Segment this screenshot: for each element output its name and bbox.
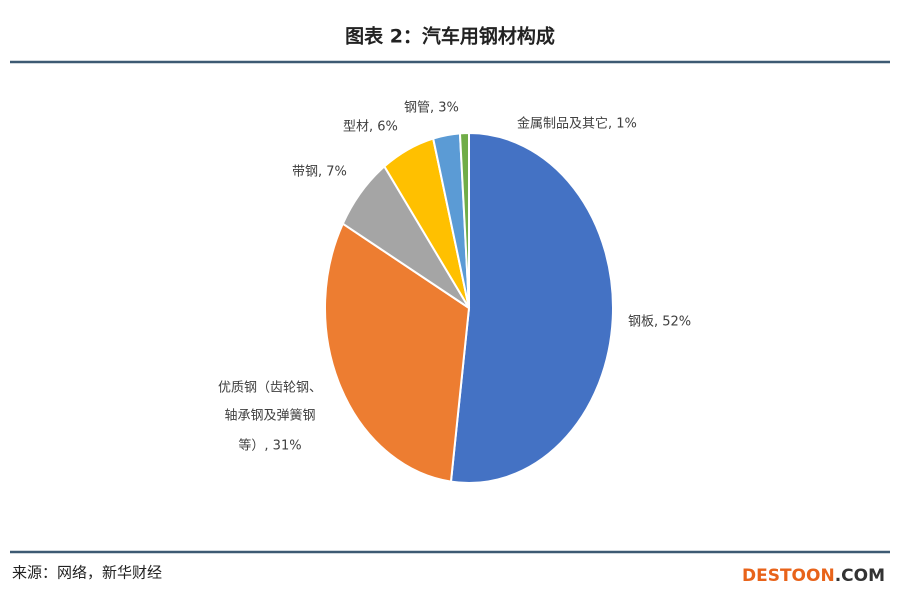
watermark: DESTOON.COM: [742, 566, 885, 586]
slice-label: 轴承钢及弹簧钢: [224, 408, 315, 424]
pie: [324, 131, 615, 484]
watermark-suffix: .COM: [835, 566, 885, 586]
title: 图表 2：汽车用钢材构成: [345, 25, 555, 48]
slice-label: 钢管, 3%: [404, 101, 459, 116]
slice-label: 带钢, 7%: [292, 165, 347, 180]
watermark-brand: DESTOON: [742, 566, 835, 586]
slice-label: 钢板, 52%: [628, 315, 691, 330]
pie-slice: [458, 131, 470, 309]
pie-slice: [324, 222, 471, 483]
source: 来源：网络，新华财经: [12, 564, 162, 582]
slice-label: 金属制品及其它, 1%: [517, 116, 637, 132]
pie-slice: [449, 131, 615, 484]
slice-label: 优质钢（齿轮钢、: [218, 381, 322, 396]
slice-label: 型材, 6%: [343, 120, 398, 135]
slice-label: 等）, 31%: [238, 438, 301, 454]
